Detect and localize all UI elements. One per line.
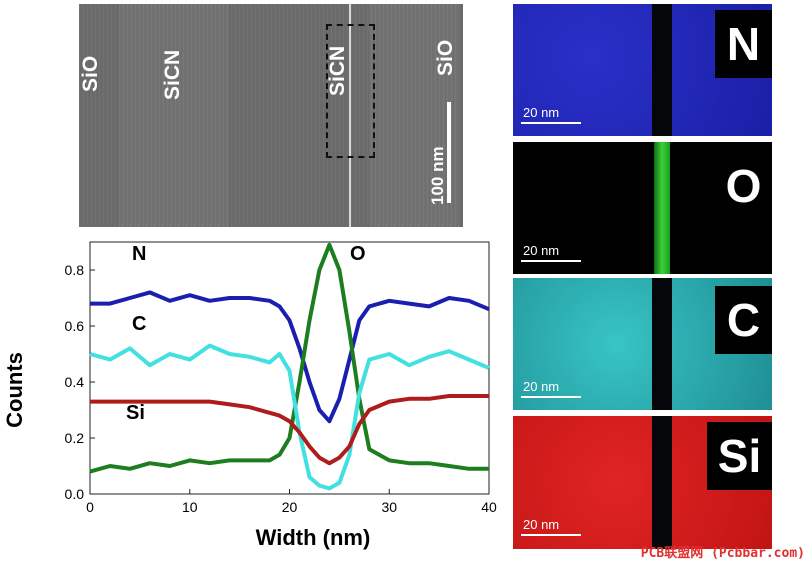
- line-profile-chart: 0 10 20 30 40 0.0 0.2 0.4 0.6 0.8 N O C Si Counts Wid…: [2, 241, 497, 550]
- series-line-si: [90, 394, 489, 466]
- x-tick-label: 40: [481, 499, 497, 515]
- map-scale-bar: [521, 260, 581, 262]
- oxygen-stripe: [654, 142, 670, 274]
- map-scale-label: 20 nm: [523, 517, 560, 532]
- y-tick-label: 0.4: [65, 374, 85, 390]
- element-label: C: [715, 286, 772, 354]
- interlayer-gap: [652, 278, 672, 410]
- y-tick-label: 0.2: [65, 430, 85, 446]
- map-scale-bar: [521, 396, 581, 398]
- y-axis-label: Counts: [2, 352, 27, 428]
- tem-image: SiO SiCN SiCN SiO: [79, 4, 463, 227]
- map-scale-label: 20 nm: [523, 243, 560, 258]
- map-scale-label: 20 nm: [523, 379, 560, 394]
- element-label: N: [715, 10, 772, 78]
- series-label-n: N: [132, 243, 146, 265]
- y-tick-label: 0.0: [65, 486, 85, 502]
- layer-label: SiCN: [326, 45, 349, 96]
- layer-label: SiO: [79, 55, 102, 92]
- layer-label: SiCN: [161, 49, 184, 100]
- y-tick-label: 0.8: [65, 262, 85, 278]
- series-label-o: O: [350, 243, 366, 265]
- sicn-band-right: [369, 4, 459, 227]
- element-label: Si: [707, 422, 772, 490]
- region-of-interest-box: [326, 24, 375, 158]
- element-label: O: [715, 152, 772, 220]
- x-axis-label: Width (nm): [256, 525, 371, 550]
- series-line-o: [89, 242, 489, 474]
- scale-bar: [447, 102, 451, 203]
- interlayer-gap: [652, 4, 672, 136]
- series-label-c: C: [132, 313, 146, 335]
- watermark: PCB联盟网 (Pcbbar.com): [640, 546, 805, 561]
- interlayer-gap: [652, 416, 672, 549]
- x-tick-label: 10: [182, 499, 198, 515]
- plot-area: 0 10 20 30 40 0.0 0.2 0.4 0.6 0.8 N O C Si: [65, 241, 497, 515]
- series-line-n: [90, 290, 490, 424]
- eds-map-c: C 20 nm: [513, 278, 772, 410]
- series-line-c: [89, 343, 490, 491]
- interface-line: [349, 4, 351, 227]
- map-scale-label: 20 nm: [523, 105, 560, 120]
- sicn-band-left: [119, 4, 229, 227]
- eds-map-n: N 20 nm: [513, 4, 772, 136]
- x-tick-label: 0: [86, 499, 94, 515]
- layer-label: SiO: [434, 39, 457, 76]
- x-tick-label: 20: [282, 499, 298, 515]
- map-scale-bar: [521, 122, 581, 124]
- eds-map-o: O 20 nm: [513, 142, 772, 274]
- scale-bar-label: 100 nm: [428, 146, 447, 205]
- series-label-si: Si: [126, 402, 145, 424]
- y-tick-label: 0.6: [65, 318, 85, 334]
- x-tick-label: 30: [381, 499, 397, 515]
- eds-map-si: Si 20 nm: [513, 416, 772, 549]
- map-scale-bar: [521, 534, 581, 536]
